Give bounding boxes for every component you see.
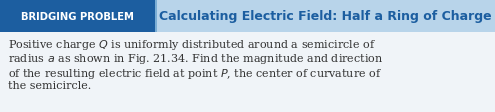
Text: BRIDGING PROBLEM: BRIDGING PROBLEM bbox=[21, 11, 134, 21]
Text: the semicircle.: the semicircle. bbox=[8, 81, 91, 91]
Bar bbox=[0, 0, 155, 33]
Text: of the resulting electric field at point $P$, the center of curvature of: of the resulting electric field at point… bbox=[8, 66, 382, 80]
Text: radius $a$ as shown in Fig. 21.34. Find the magnitude and direction: radius $a$ as shown in Fig. 21.34. Find … bbox=[8, 52, 383, 66]
Bar bbox=[155, 0, 157, 33]
Text: Calculating Electric Field: Half a Ring of Charge: Calculating Electric Field: Half a Ring … bbox=[159, 10, 492, 23]
Text: Positive charge $Q$ is uniformly distributed around a semicircle of: Positive charge $Q$ is uniformly distrib… bbox=[8, 38, 376, 52]
Bar bbox=[155, 0, 495, 33]
Bar bbox=[0, 33, 495, 112]
